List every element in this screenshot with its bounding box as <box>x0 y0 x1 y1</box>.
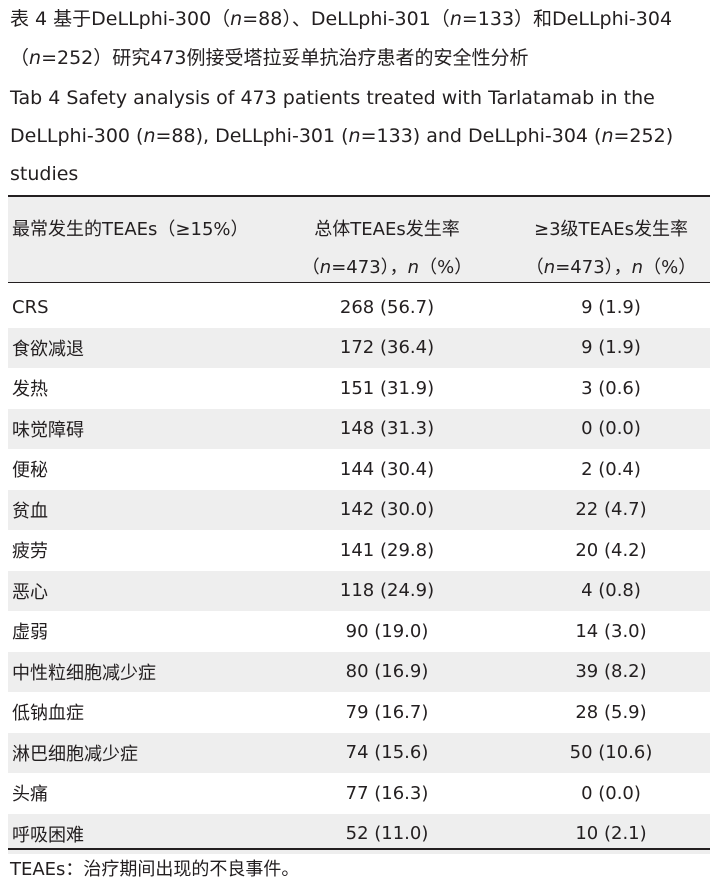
overall-cell: 77 (16.3) <box>345 782 429 804</box>
grade3-cell: 22 (4.7) <box>512 489 710 530</box>
overall-cell: 172 (36.4) <box>262 327 512 368</box>
header-overall: 总体TEAEs发生率 （n=473），n（%） <box>301 219 473 278</box>
table-row: 疲劳 141 (29.8) 20 (4.2) <box>8 530 710 571</box>
grade3-cell: 0 (0.0) <box>512 408 710 449</box>
overall-cell: 268 (56.7) <box>339 296 435 318</box>
safety-table: 最常发生的TEAEs（≥15%） 总体TEAEs发生率 （n=473），n（%） … <box>8 197 710 854</box>
table-row: CRS 268 (56.7) 9 (1.9) <box>8 287 710 328</box>
overall-cell: 80 (16.9) <box>262 651 512 692</box>
caption-en-line-3: studies <box>10 163 79 185</box>
ae-cell: 疲劳 <box>12 541 48 563</box>
table-row: 贫血 142 (30.0) 22 (4.7) <box>8 489 710 530</box>
caption-cn-line-1: 表 4 基于DeLLphi-300（n=88）、DeLLphi-301（n=13… <box>10 8 673 30</box>
ae-cell: 虚弱 <box>12 622 48 644</box>
overall-cell: 141 (29.8) <box>339 539 435 561</box>
ae-cell: 食欲减退 <box>8 327 262 368</box>
ae-cell: 呼吸困难 <box>8 813 262 854</box>
bottom-rule <box>8 848 710 850</box>
grade3-cell: 9 (1.9) <box>581 296 641 318</box>
ae-cell: CRS <box>12 296 49 318</box>
grade3-cell: 28 (5.9) <box>575 701 647 723</box>
grade3-cell: 39 (8.2) <box>512 651 710 692</box>
overall-cell: 144 (30.4) <box>339 458 435 480</box>
overall-cell: 79 (16.7) <box>345 701 429 723</box>
overall-cell: 142 (30.0) <box>262 489 512 530</box>
grade3-cell: 0 (0.0) <box>581 782 641 804</box>
header-grade3: ≥3级TEAEs发生率 （n=473），n（%） <box>525 219 697 278</box>
ae-cell: 中性粒细胞减少症 <box>8 651 262 692</box>
header-rule <box>8 282 710 283</box>
overall-cell: 118 (24.9) <box>262 570 512 611</box>
table-row: 便秘 144 (30.4) 2 (0.4) <box>8 449 710 490</box>
footnote: TEAEs：治疗期间出现的不良事件。 <box>10 859 300 880</box>
ae-cell: 低钠血症 <box>12 703 84 725</box>
table-row: 食欲减退 172 (36.4) 9 (1.9) <box>8 327 710 368</box>
ae-cell: 头痛 <box>12 784 48 806</box>
caption-en-line-1: Tab 4 Safety analysis of 473 patients tr… <box>10 87 655 109</box>
grade3-cell: 4 (0.8) <box>512 570 710 611</box>
overall-cell: 74 (15.6) <box>262 732 512 773</box>
table-row: 发热 151 (31.9) 3 (0.6) <box>8 368 710 409</box>
grade3-cell: 20 (4.2) <box>575 539 647 561</box>
overall-cell: 148 (31.3) <box>262 408 512 449</box>
overall-cell: 52 (11.0) <box>262 813 512 854</box>
table-row: 头痛 77 (16.3) 0 (0.0) <box>8 773 710 814</box>
grade3-cell: 14 (3.0) <box>575 620 647 642</box>
caption-cn-line-2: （n=252）研究473例接受塔拉妥单抗治疗患者的安全性分析 <box>10 47 529 69</box>
table-row: 中性粒细胞减少症 80 (16.9) 39 (8.2) <box>8 651 710 692</box>
table-row: 虚弱 90 (19.0) 14 (3.0) <box>8 611 710 652</box>
grade3-cell: 50 (10.6) <box>512 732 710 773</box>
ae-cell: 贫血 <box>8 489 262 530</box>
table-row: 淋巴细胞减少症 74 (15.6) 50 (10.6) <box>8 732 710 773</box>
grade3-cell: 9 (1.9) <box>512 327 710 368</box>
ae-cell: 便秘 <box>12 460 48 482</box>
ae-cell: 味觉障碍 <box>8 408 262 449</box>
table-row: 低钠血症 79 (16.7) 28 (5.9) <box>8 692 710 733</box>
header-background <box>8 197 710 282</box>
ae-cell: 恶心 <box>8 570 262 611</box>
top-rule <box>8 195 710 197</box>
overall-cell: 151 (31.9) <box>339 377 435 399</box>
grade3-cell: 10 (2.1) <box>512 813 710 854</box>
grade3-cell: 3 (0.6) <box>581 377 641 399</box>
table-row: 味觉障碍 148 (31.3) 0 (0.0) <box>8 408 710 449</box>
overall-cell: 90 (19.0) <box>345 620 429 642</box>
caption-en-line-2: DeLLphi-300 (n=88), DeLLphi-301 (n=133) … <box>10 125 674 147</box>
ae-cell: 淋巴细胞减少症 <box>8 732 262 773</box>
table-header-row: 最常发生的TEAEs（≥15%） 总体TEAEs发生率 （n=473），n（%） … <box>8 197 710 287</box>
grade3-cell: 2 (0.4) <box>581 458 641 480</box>
ae-cell: 发热 <box>12 379 48 401</box>
table-row: 呼吸困难 52 (11.0) 10 (2.1) <box>8 813 710 854</box>
table-row: 恶心 118 (24.9) 4 (0.8) <box>8 570 710 611</box>
header-ae: 最常发生的TEAEs（≥15%） <box>12 219 249 240</box>
